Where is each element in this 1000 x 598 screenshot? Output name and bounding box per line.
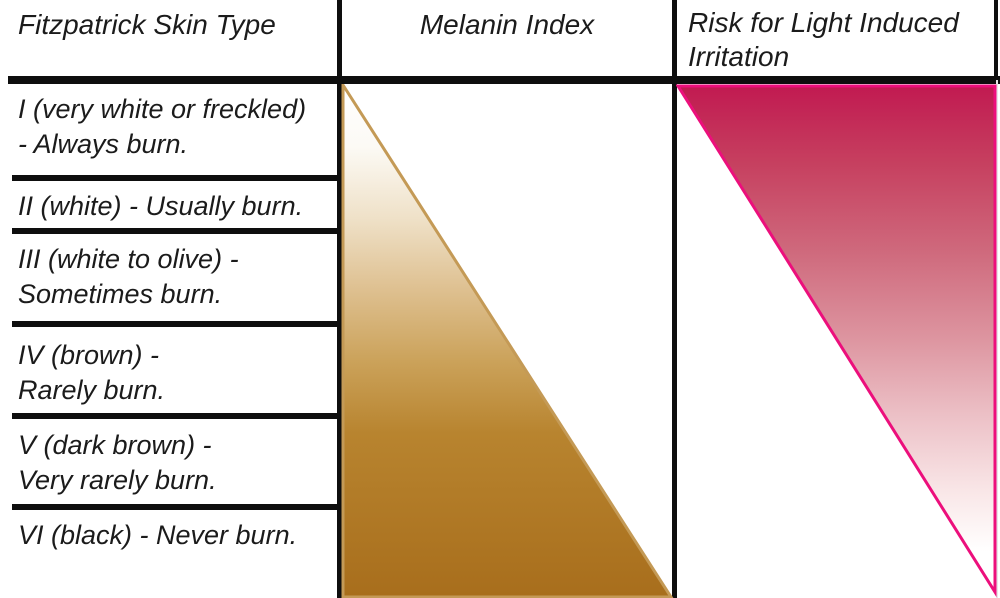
row-separator-line-4	[12, 413, 337, 419]
risk-irritation-triangle	[676, 84, 997, 598]
column-divider-2	[672, 0, 677, 598]
melanin-index-triangle	[341, 84, 674, 598]
column-header-fitzpatrick-skin-type: Fitzpatrick Skin Type	[18, 9, 276, 40]
table-right-border	[994, 0, 998, 80]
column-header-risk-light-induced-irritation: Risk for Light Induced Irritation	[688, 7, 959, 72]
row-separator-line-3	[12, 321, 337, 327]
skin-type-row-1: I (very white or freckled) - Always burn…	[18, 94, 307, 159]
table-right-border-lower	[996, 80, 998, 598]
skin-type-row-5: V (dark brown) - Very rarely burn.	[18, 430, 217, 495]
column-divider-1	[337, 0, 342, 598]
row-separator-line-1	[12, 175, 337, 181]
row-separator-line-2	[12, 228, 337, 234]
skin-type-row-6: VI (black) - Never burn.	[18, 520, 298, 550]
skin-type-row-3: III (white to olive) - Sometimes burn.	[18, 244, 239, 309]
skin-type-row-2: II (white) - Usually burn.	[18, 191, 304, 221]
column-header-melanin-index: Melanin Index	[419, 9, 595, 40]
skin-type-row-4: IV (brown) - Rarely burn.	[18, 340, 166, 405]
row-separator-line-5	[12, 504, 337, 510]
header-separator-line	[8, 76, 1000, 84]
